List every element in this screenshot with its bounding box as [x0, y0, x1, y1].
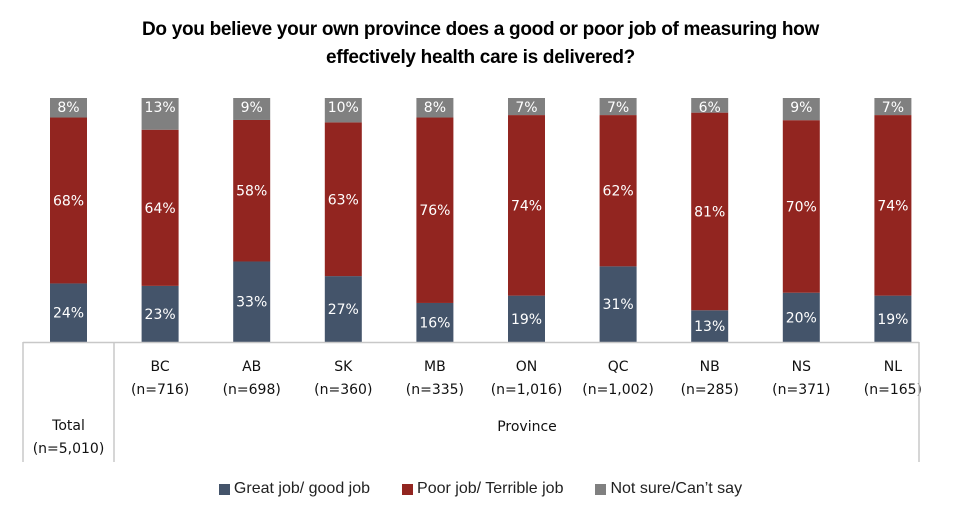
- category-table: Total (n=5,010) BC (n=716) AB (n=698) SK (n=360…: [22, 341, 922, 462]
- legend-label: Great job/ good job: [233, 480, 371, 497]
- bar-segment-qc-s2: [599, 98, 637, 116]
- bar-segment-on-s2: [508, 98, 545, 116]
- bar-segment-nl-s2: [874, 98, 912, 116]
- bar-segment-bc-s0: [141, 285, 179, 342]
- data-label-nl-s0: 19%: [877, 312, 908, 328]
- category-n-qc: (n=1,002): [582, 382, 654, 398]
- legend-item-1: Poor job/ Terrible job: [402, 480, 563, 498]
- data-label-ns-s2: 9%: [790, 100, 812, 116]
- bar-segment-on-s1: [508, 115, 545, 296]
- data-label-nl-s2: 7%: [882, 100, 904, 116]
- category-n-bc: (n=716): [131, 382, 189, 398]
- category-label-mb: MB: [424, 359, 446, 375]
- data-label-bc-s0: 23%: [145, 307, 176, 323]
- bar-segment-bc-s2: [141, 98, 179, 130]
- legend-label: Not sure/Can’t say: [610, 480, 743, 497]
- category-n-nl: (n=165): [864, 382, 922, 398]
- data-label-ns-s1: 70%: [786, 199, 817, 215]
- bar-segment-qc-s0: [599, 266, 637, 342]
- bar-segment-sk-s2: [324, 98, 362, 123]
- bar-segment-total-s1: [50, 117, 87, 284]
- data-label-bc-s2: 13%: [145, 100, 176, 116]
- category-n-sk: (n=360): [314, 382, 372, 398]
- category-label-qc: QC: [608, 359, 629, 375]
- category-n-ab: (n=698): [223, 382, 281, 398]
- bar-segment-nl-s1: [874, 115, 912, 296]
- data-label-nb-s0: 13%: [694, 319, 725, 335]
- group-label-province: Province: [497, 419, 557, 435]
- legend-swatch-icon: [218, 483, 230, 495]
- category-label-nb: NB: [700, 359, 720, 375]
- bar-segment-sk-s1: [324, 122, 362, 277]
- data-label-mb-s1: 76%: [419, 203, 450, 219]
- bar-segment-total-s0: [50, 283, 87, 342]
- data-label-total-s0: 24%: [53, 306, 84, 322]
- legend-swatch-icon: [595, 483, 607, 495]
- data-label-ab-s0: 33%: [236, 295, 267, 311]
- bar-segment-sk-s0: [324, 276, 362, 342]
- bar-segment-nb-s0: [691, 310, 729, 342]
- data-label-nl-s1: 74%: [877, 198, 908, 214]
- data-label-on-s0: 19%: [511, 312, 542, 328]
- chart-title: Do you believe your own province does a …: [0, 16, 961, 72]
- data-label-ab-s1: 58%: [236, 184, 267, 200]
- bar-segment-total-s2: [50, 98, 87, 118]
- legend-item-0: Great job/ good job: [218, 480, 371, 498]
- bar-segment-bc-s1: [141, 129, 179, 286]
- data-label-bc-s1: 64%: [145, 201, 176, 217]
- chart-title-line-2: effectively health care is delivered?: [326, 47, 635, 68]
- data-label-ab-s2: 9%: [241, 100, 263, 116]
- bar-segment-ns-s0: [782, 292, 820, 342]
- category-n-on: (n=1,016): [491, 382, 563, 398]
- data-label-ns-s0: 20%: [786, 310, 817, 326]
- data-label-nb-s2: 6%: [699, 100, 721, 116]
- bar-segment-mb-s0: [416, 302, 454, 342]
- category-n-mb: (n=335): [406, 382, 464, 398]
- data-label-sk-s2: 10%: [328, 100, 359, 116]
- legend-label: Poor job/ Terrible job: [417, 480, 564, 497]
- category-label-ns: NS: [792, 359, 811, 375]
- data-label-total-s2: 8%: [57, 100, 79, 116]
- bar-segment-nb-s2: [691, 98, 729, 113]
- bar-segment-ns-s2: [782, 98, 820, 121]
- data-label-on-s1: 74%: [511, 198, 542, 214]
- category-label-nl: NL: [884, 359, 902, 375]
- category-label-bc: BC: [151, 359, 170, 375]
- legend-swatch-icon: [402, 483, 414, 495]
- category-n-total: (n=5,010): [33, 441, 105, 457]
- data-label-nb-s1: 81%: [694, 204, 725, 220]
- bar-segment-ab-s2: [233, 98, 271, 120]
- category-label-on: ON: [516, 359, 538, 375]
- data-label-total-s1: 68%: [53, 193, 84, 209]
- data-label-sk-s0: 27%: [328, 302, 359, 318]
- data-label-qc-s2: 7%: [607, 100, 629, 116]
- bar-segment-ns-s1: [782, 120, 820, 293]
- chart-title-line-1: Do you believe your own province does a …: [142, 19, 819, 40]
- category-label-ab: AB: [242, 359, 261, 375]
- bar-segment-ab-s1: [233, 119, 271, 262]
- legend-item-2: Not sure/Can’t say: [595, 480, 742, 498]
- data-label-on-s2: 7%: [515, 100, 537, 116]
- category-n-ns: (n=371): [772, 382, 830, 398]
- data-label-qc-s1: 62%: [603, 184, 634, 200]
- legend: Great job/ good job Poor job/ Terrible jo…: [0, 480, 961, 500]
- data-label-qc-s0: 31%: [603, 297, 634, 313]
- bar-segment-ab-s0: [233, 261, 271, 342]
- bars-group: 24% 68% 8% 23% 64% 13% 33% 58% 9% 27% 63% 10% 16% 76%…: [50, 98, 912, 342]
- data-label-sk-s1: 63%: [328, 192, 359, 208]
- bar-segment-on-s0: [508, 295, 545, 342]
- category-n-nb: (n=285): [681, 382, 739, 398]
- data-label-mb-s0: 16%: [419, 315, 450, 331]
- category-label-total: Total: [51, 418, 85, 434]
- bar-segment-mb-s2: [416, 98, 454, 118]
- category-label-sk: SK: [334, 359, 353, 375]
- bar-segment-qc-s1: [599, 115, 637, 267]
- bar-segment-nb-s1: [691, 112, 729, 311]
- bar-segment-mb-s1: [416, 117, 454, 303]
- data-label-mb-s2: 8%: [424, 100, 446, 116]
- stacked-bar-chart: 24% 68% 8% 23% 64% 13% 33% 58% 9% 27% 63% 10% 16% 76%…: [22, 98, 922, 462]
- bar-segment-nl-s0: [874, 295, 912, 342]
